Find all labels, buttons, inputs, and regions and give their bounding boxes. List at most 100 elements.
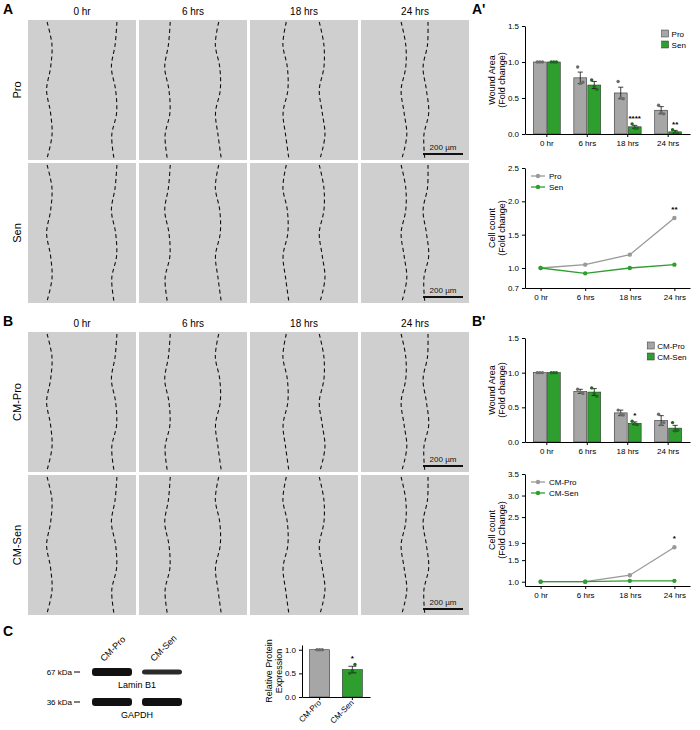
tick-mark (522, 373, 525, 374)
x-axis: 0 hr6 hrs18 hrs24 hrs (526, 586, 691, 600)
x-tick: 0 hr (534, 288, 548, 302)
legend-marker (536, 480, 540, 484)
column-header: 6 hrs (182, 318, 204, 329)
wound-edge (47, 334, 53, 470)
data-point (622, 97, 625, 100)
y-tick: 2.5 (508, 164, 525, 173)
x-tick: 24 hrs (664, 288, 686, 302)
tick-label: 2.0 (508, 197, 520, 206)
bar (574, 391, 587, 442)
micrograph (28, 20, 136, 160)
wound-edge (401, 165, 407, 301)
legend-label: CM-Sen (657, 353, 686, 362)
tick-label: 0.5 (508, 94, 520, 103)
x-tick: CM-Pro (297, 697, 323, 724)
error-cap (578, 72, 583, 73)
legend-label: CM-Sen (549, 489, 578, 498)
tick-mark (522, 517, 525, 518)
bar (588, 85, 601, 134)
micrograph (250, 163, 358, 303)
wound-edge (401, 477, 407, 613)
wound-edge (319, 477, 325, 613)
bar (547, 373, 560, 442)
marker (628, 573, 632, 577)
significance: ** (671, 205, 678, 214)
size-marker (74, 702, 80, 703)
legend-swatch (647, 342, 654, 349)
data-point (662, 421, 665, 424)
x-tick: 24 hrs (664, 586, 686, 600)
lane-label: CM-Pro (98, 634, 127, 663)
wound-edge (47, 165, 53, 301)
wound-edge (111, 165, 117, 301)
significance: * (351, 654, 355, 663)
y-axis: 0.00.51.01.5 (508, 334, 526, 447)
column-header: 18 hrs (290, 318, 318, 329)
error-bar (592, 81, 597, 88)
bar (669, 132, 682, 134)
tick-label: 18 hrs (619, 591, 641, 600)
tick-label: 1.5 (508, 556, 520, 565)
column-header: 0 hr (73, 318, 91, 329)
wound-edge (111, 334, 117, 470)
scale-bar-label: 200 µm (430, 598, 457, 607)
data-point (576, 65, 579, 68)
tick-mark (541, 288, 542, 291)
y-tick: 1.5 (508, 334, 525, 343)
tick-label: 24 hrs (657, 447, 679, 456)
tick-mark (522, 26, 525, 27)
tick-label: 0 hr (534, 293, 548, 302)
data-point (616, 408, 619, 411)
tick-mark (627, 134, 628, 137)
y-axis-title-line: Wound Area (487, 55, 497, 104)
y-tick: 0.0 (508, 130, 525, 139)
y-axis-title-line: (Fold change) (497, 362, 507, 418)
tick-mark (522, 268, 525, 269)
y-tick: 1.0 (508, 58, 525, 67)
y-axis-title-line: (Fold change) (497, 52, 507, 108)
legend-marker (536, 174, 540, 178)
y-tick: 3.5 (508, 470, 525, 479)
wound-edge (319, 165, 325, 301)
tick-mark (630, 288, 631, 291)
y-axis-title: Wound Area(Fold change) (487, 52, 507, 108)
tick-mark (522, 582, 525, 583)
tick-label: 0.0 (285, 693, 297, 702)
data-point (662, 112, 665, 115)
wound-edge (215, 165, 221, 301)
x-tick: 18 hrs (619, 288, 641, 302)
tick-label: 1.0 (285, 646, 297, 655)
x-axis: 0 hr6 hrs18 hrs24 hrs (526, 288, 691, 302)
bar (628, 423, 641, 442)
y-axis-title-line: (Fold change) (497, 200, 507, 256)
axis-line (526, 134, 691, 135)
y-tick: 3.0 (508, 492, 525, 501)
tick-mark (522, 442, 525, 443)
y-axis-title: Wound Area(Fold change) (487, 362, 507, 418)
y-axis-title: Cell count(Fold Change) (487, 501, 507, 559)
column-header: 24 hrs (401, 318, 429, 329)
tick-label: 24 hrs (664, 591, 686, 600)
legend-label: Pro (549, 172, 562, 181)
significance: * (673, 534, 677, 543)
panel-letter: B' (472, 313, 485, 329)
tick-mark (522, 543, 525, 544)
panel-letter: B (3, 313, 13, 329)
x-axis: 0 hr6 hrs18 hrs24 hrs (526, 442, 691, 456)
series-line (541, 218, 675, 268)
data-point (595, 88, 598, 91)
micrograph (28, 163, 136, 303)
x-tick: 24 hrs (657, 442, 679, 456)
tick-label: 6 hrs (578, 447, 596, 456)
column-header: 18 hrs (290, 6, 318, 17)
significance: **** (628, 114, 641, 123)
tick-label: 1.5 (508, 231, 520, 240)
axis-line (525, 339, 526, 443)
micrograph (250, 475, 358, 615)
size-marker (74, 672, 80, 673)
y-tick: 1.9 (508, 539, 525, 548)
wound-edge (165, 22, 171, 158)
plot-area (533, 60, 681, 134)
micrograph (139, 332, 247, 472)
micrograph (139, 163, 247, 303)
